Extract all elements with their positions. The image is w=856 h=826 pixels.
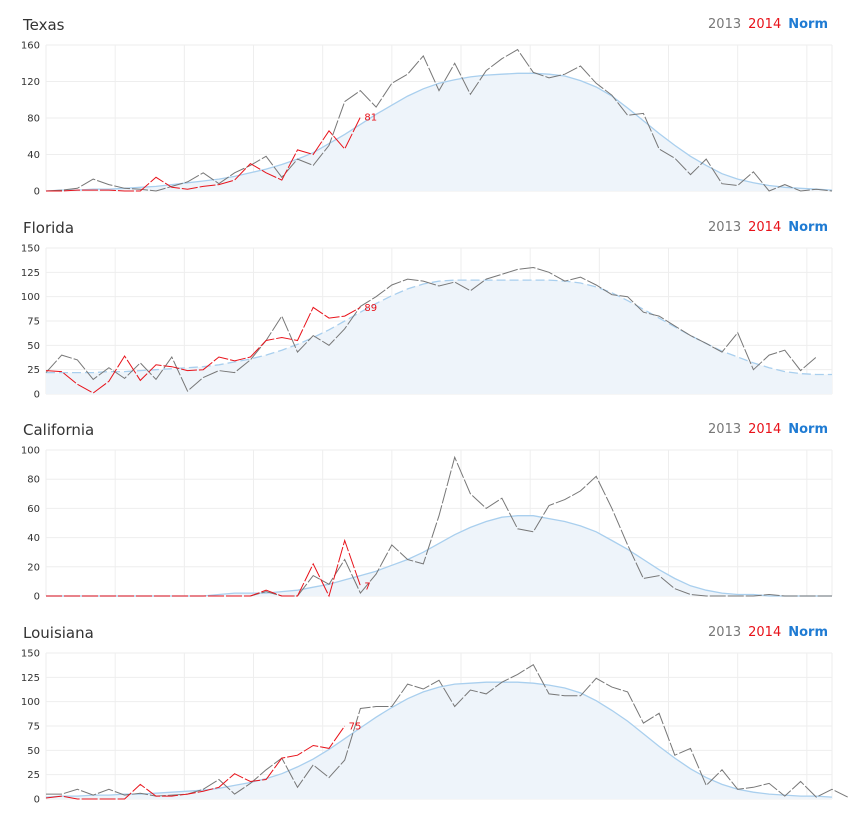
legend: 2013 2014 Norm — [701, 220, 828, 235]
y-tick-label: 120 — [21, 77, 40, 88]
y-tick-label: 40 — [27, 150, 40, 161]
series-2014-end-label: 75 — [349, 722, 362, 733]
series-2013-line — [46, 663, 848, 798]
norm-area — [46, 280, 832, 394]
series-2014-end-label: 89 — [364, 303, 377, 314]
legend-norm[interactable]: Norm — [788, 625, 828, 640]
plot-area: 0 25 50 75 100 125 150 75 — [21, 649, 848, 806]
legend-2013[interactable]: 2013 — [708, 625, 742, 640]
y-tick-label: 125 — [21, 673, 40, 684]
y-tick-label: 0 — [34, 390, 40, 401]
chart-title: Louisiana — [23, 624, 94, 642]
plot-area: 0 20 40 60 80 100 7 — [21, 446, 833, 603]
norm-area — [46, 682, 832, 799]
series-2014-line — [45, 725, 346, 800]
legend-2014[interactable]: 2014 — [748, 220, 782, 235]
y-tick-label: 80 — [27, 475, 40, 486]
chart-title: California — [23, 421, 95, 439]
y-tick-label: 75 — [27, 722, 40, 733]
series-2013-line — [45, 266, 817, 392]
y-tick-label: 100 — [21, 697, 40, 708]
series-2014-end-label: 81 — [364, 113, 377, 124]
y-tick-label: 125 — [21, 268, 40, 279]
y-tick-label: 160 — [21, 41, 40, 52]
y-tick-label: 25 — [27, 770, 40, 781]
norm-line — [45, 681, 833, 798]
y-tick-label: 25 — [27, 365, 40, 376]
y-tick-label: 0 — [34, 187, 40, 198]
norm-area — [46, 515, 832, 596]
y-tick-label: 0 — [34, 795, 40, 806]
chart-panel-california: California 2013 2014 Norm 0 20 40 60 80 100 7 — [0, 417, 856, 617]
legend-norm[interactable]: Norm — [788, 422, 828, 437]
chart-title: Texas — [23, 16, 65, 34]
legend-2014[interactable]: 2014 — [748, 422, 782, 437]
y-tick-label: 20 — [27, 562, 40, 573]
chart-panel-texas: Texas 2013 2014 Norm 0 40 80 120 160 81 — [0, 12, 856, 212]
y-tick-label: 100 — [21, 446, 40, 457]
y-tick-label: 150 — [21, 244, 40, 255]
y-tick-label: 100 — [21, 292, 40, 303]
y-tick-label: 50 — [27, 341, 40, 352]
legend: 2013 2014 Norm — [701, 625, 828, 640]
chart-title: Florida — [23, 219, 75, 237]
y-tick-label: 50 — [27, 746, 40, 757]
series-2014-line — [46, 538, 361, 598]
chart-panel-louisiana: Louisiana 2013 2014 Norm 0 25 50 75 100 125 150 75 — [0, 620, 856, 820]
legend: 2013 2014 Norm — [701, 17, 828, 32]
legend-2013[interactable]: 2013 — [708, 17, 742, 32]
norm-area — [46, 73, 832, 191]
y-tick-label: 80 — [27, 114, 40, 125]
series-2014-end-label: 7 — [364, 581, 370, 592]
series-2014-line — [46, 116, 361, 192]
legend-2014[interactable]: 2014 — [748, 17, 782, 32]
series-2014-line — [45, 306, 361, 394]
legend-norm[interactable]: Norm — [788, 220, 828, 235]
legend-2014[interactable]: 2014 — [748, 625, 782, 640]
y-tick-label: 0 — [34, 592, 40, 603]
y-tick-label: 60 — [27, 504, 40, 515]
norm-line — [45, 72, 833, 192]
y-tick-label: 40 — [27, 533, 40, 544]
plot-area: 0 40 80 120 160 81 — [21, 41, 833, 198]
legend-2013[interactable]: 2013 — [708, 422, 742, 437]
legend: 2013 2014 Norm — [701, 422, 828, 437]
y-tick-label: 150 — [21, 649, 40, 660]
series-2013-line — [45, 48, 833, 192]
legend-2013[interactable]: 2013 — [708, 220, 742, 235]
chart-panel-florida: Florida 2013 2014 Norm 0 25 50 75 100 125 150 89 — [0, 215, 856, 415]
legend-norm[interactable]: Norm — [788, 17, 828, 32]
y-tick-label: 75 — [27, 317, 40, 328]
plot-area: 0 25 50 75 100 125 150 89 — [21, 244, 833, 401]
